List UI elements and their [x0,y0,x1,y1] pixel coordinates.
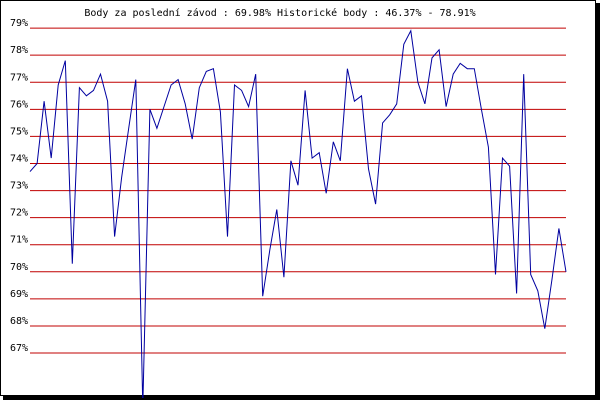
y-tick-label: 69% [10,289,28,300]
y-tick-label: 76% [10,99,28,110]
chart-title: Body za poslední závod : 69.98% Historic… [84,7,475,19]
y-tick-label: 73% [10,181,28,192]
data-line [29,29,567,398]
y-tick-label: 78% [10,45,28,56]
y-tick-label: 67% [10,343,28,354]
y-tick-label: 71% [10,235,28,246]
y-tick-label: 72% [10,208,28,219]
y-tick-label: 79% [10,18,28,29]
y-tick-label: 70% [10,262,28,273]
y-tick-label: 68% [10,316,28,327]
y-tick-label: 77% [10,72,28,83]
y-tick-label: 75% [10,126,28,137]
y-tick-label: 74% [10,153,28,164]
